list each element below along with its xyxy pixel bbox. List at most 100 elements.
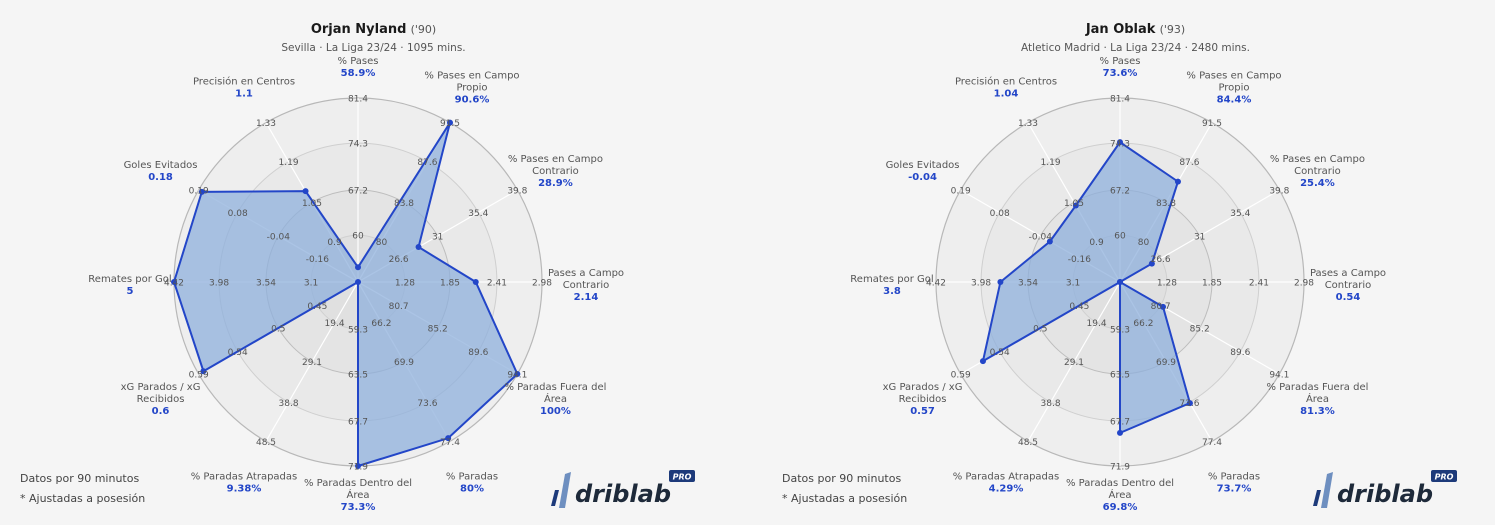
axis-value: 0.18 [148, 172, 173, 183]
axis-value: 5 [127, 286, 134, 297]
data-point [1072, 202, 1079, 209]
data-point [1046, 238, 1053, 245]
axis-value: 1.1 [235, 89, 253, 100]
tick-label: 38.8 [279, 399, 299, 409]
axis-label: Contrario [1294, 166, 1341, 177]
axis-value: 2.14 [574, 292, 599, 303]
tick-label: 1.28 [395, 279, 415, 289]
data-point [1117, 139, 1123, 146]
tick-label: 71.9 [1110, 463, 1130, 473]
axis-label: Remates por Gol [88, 274, 171, 285]
tick-label: 85.2 [1190, 325, 1210, 335]
tick-label: 35.4 [1230, 209, 1250, 219]
tick-label: 48.5 [1018, 438, 1038, 448]
axis-label: Área [1306, 392, 1329, 405]
data-point [415, 244, 422, 251]
data-point [997, 279, 1004, 285]
data-point [472, 279, 479, 285]
axis-value: 28.9% [538, 178, 573, 189]
tick-label: 1.19 [279, 158, 299, 168]
axis-value: 73.3% [341, 502, 376, 513]
tick-label: 85.2 [428, 325, 448, 335]
tick-label: 73.6 [1179, 399, 1199, 409]
axis-label: Propio [456, 83, 487, 94]
tick-label: 19.4 [1087, 319, 1107, 329]
tick-label: 87.6 [1179, 158, 1199, 168]
footnote-per90: Datos por 90 minutos [20, 472, 140, 485]
data-point [445, 435, 452, 442]
tick-label: 0.5 [271, 325, 285, 335]
radar-panel-oblak: Jan Oblak ('93) Atletico Madrid · La Lig… [762, 0, 1495, 525]
tick-label: 0.9 [1089, 238, 1104, 248]
tick-label: 1.85 [1202, 279, 1222, 289]
tick-label: 3.54 [1018, 279, 1038, 289]
svg-text:PRO: PRO [1435, 473, 1454, 482]
tick-label: -0.04 [1029, 233, 1053, 243]
tick-label: -0.16 [1068, 255, 1092, 265]
tick-label: 35.4 [468, 209, 488, 219]
tick-label: 0.45 [1069, 302, 1089, 312]
footnote-possession: * Ajustadas a posesión [20, 492, 146, 505]
tick-label: 0.59 [189, 371, 209, 381]
tick-label: 3.1 [304, 279, 318, 289]
axis-label: Área [1108, 488, 1131, 501]
axis-value: 84.4% [1217, 95, 1252, 106]
tick-label: 94.1 [507, 371, 527, 381]
tick-label: 1.05 [302, 199, 322, 209]
player-subtitle: Sevilla · La Liga 23/24 · 1095 mins. [281, 42, 466, 54]
tick-label: 80 [376, 238, 388, 248]
tick-label: 60 [352, 232, 364, 242]
tick-label: 91.5 [440, 119, 460, 129]
axis-value: 0.57 [910, 406, 935, 417]
axis-label: Precisión en Centros [193, 76, 295, 88]
player-title: Orjan Nyland ('90) [310, 22, 437, 37]
tick-label: 29.1 [1064, 358, 1084, 368]
tick-label: 1.28 [1157, 279, 1177, 289]
tick-label: 0.54 [990, 348, 1010, 358]
axis-value: 80% [460, 483, 484, 494]
axis-label: % Paradas [1208, 471, 1260, 482]
tick-label: 1.19 [1041, 158, 1061, 168]
axis-label: Pases a Campo [1310, 268, 1386, 279]
tick-label: 0.5 [1033, 325, 1047, 335]
tick-label: 0.9 [327, 238, 342, 248]
tick-label: 29.1 [302, 358, 322, 368]
tick-label: 69.9 [394, 358, 414, 368]
tick-label: 74.3 [348, 140, 368, 150]
tick-label: 80.7 [1151, 302, 1171, 312]
axis-label: Pases a Campo [548, 268, 624, 279]
footnote-possession: * Ajustadas a posesión [782, 492, 908, 505]
axis-label: % Pases [1100, 56, 1141, 67]
axis-value: 69.8% [1103, 502, 1138, 513]
radar-chart: 60 67.2 74.3 81.4 80 83.8 87.6 91.5 26.6 31 35.4 39… [88, 56, 624, 513]
axis-value: 73.6% [1103, 68, 1138, 79]
tick-label: 1.85 [440, 279, 460, 289]
axis-value: 90.6% [455, 95, 490, 106]
data-point [302, 188, 309, 195]
axis-value: -0.04 [908, 172, 937, 183]
tick-label: 2.41 [1249, 279, 1269, 289]
tick-label: 0.59 [951, 371, 971, 381]
tick-label: 60 [1114, 232, 1126, 242]
tick-label: 63.5 [1110, 371, 1130, 381]
tick-label: 1.33 [256, 119, 276, 129]
data-point [1117, 429, 1123, 436]
axis-label: % Paradas Fuera del [1267, 382, 1369, 393]
tick-label: 2.98 [1294, 279, 1314, 289]
tick-label: 48.5 [256, 438, 276, 448]
axis-label: Remates por Gol [850, 274, 933, 285]
svg-text:PRO: PRO [673, 473, 692, 482]
data-point [355, 264, 361, 271]
axis-label: % Paradas Fuera del [505, 382, 607, 393]
tick-label: 87.6 [417, 158, 437, 168]
axis-label: % Pases en Campo [1186, 71, 1281, 82]
axis-label: Contrario [532, 166, 579, 177]
tick-label: 80 [1138, 238, 1150, 248]
axis-label: Contrario [563, 280, 610, 291]
svg-text:driblab: driblab [1337, 480, 1433, 508]
axis-label: Goles Evitados [886, 160, 960, 171]
axis-label: Recibidos [899, 394, 947, 405]
axis-label: % Pases en Campo [508, 154, 603, 165]
axis-label: xG Parados / xG [883, 382, 963, 393]
axis-value: 0.6 [152, 406, 170, 417]
